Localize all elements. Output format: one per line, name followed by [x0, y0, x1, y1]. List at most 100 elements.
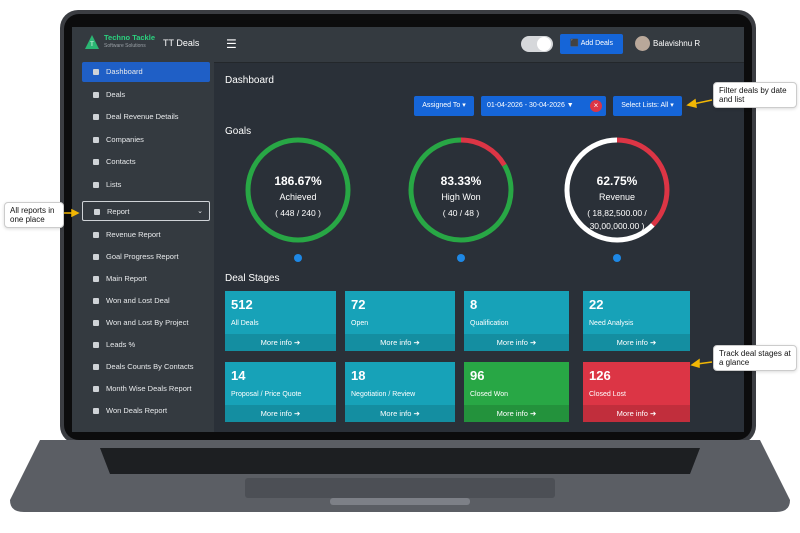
goal-progress-arc — [245, 137, 351, 243]
goal-detail: ( 40 / 48 ) — [442, 208, 480, 218]
clear-date[interactable]: × — [590, 100, 602, 112]
stage-count: 8 — [470, 297, 478, 312]
stage-name: Closed Lost — [589, 391, 626, 398]
goal-name: Revenue — [598, 192, 636, 202]
callout: Filter deals by date and list — [713, 82, 797, 108]
screen: T Techno Tackle Software Solutions TT De… — [72, 27, 744, 432]
menu-item[interactable]: Won and Lost Deal — [82, 291, 210, 311]
stage-name: Need Analysis — [589, 320, 634, 327]
menu-item[interactable]: Dashboard — [82, 62, 210, 82]
more-info[interactable]: More info ➔ — [345, 405, 455, 422]
menu-item[interactable]: Won and Lost By Project — [82, 313, 210, 333]
more-info[interactable]: More info ➔ — [583, 334, 690, 351]
page-title: Dashboard — [225, 75, 274, 86]
add-deals-button[interactable]: ⬛ Add Deals — [560, 34, 623, 54]
goal-rings — [245, 137, 670, 262]
chevron: ⌄ — [197, 208, 203, 215]
stage-card: 512 All Deals More info ➔ — [225, 291, 336, 351]
avatar[interactable] — [635, 36, 650, 51]
user-name[interactable]: Balavishnu R — [653, 39, 701, 48]
menu-item[interactable]: Contacts — [82, 152, 210, 172]
info-icon — [294, 254, 302, 262]
stage-name: Proposal / Price Quote — [231, 391, 302, 398]
topbar: ☰ ⬛ Add Deals Balavishnu R — [214, 27, 744, 63]
more-info-label: More info — [616, 409, 648, 418]
info-icon — [457, 254, 465, 262]
brand: Techno Tackle — [104, 33, 155, 42]
brand-sub: Software Solutions — [104, 43, 146, 49]
stage-name: Open — [351, 320, 369, 327]
more-info-label: More info — [496, 409, 528, 418]
lists-label: Select Lists: All — [621, 102, 669, 109]
stages-title: Deal Stages — [225, 273, 280, 284]
callout: Track deal stages at a glance — [713, 345, 797, 371]
lists-filter[interactable]: Select Lists: All ▾ — [613, 96, 682, 116]
more-info[interactable]: More info ➔ — [464, 405, 569, 422]
menu-item[interactable]: Companies — [82, 130, 210, 150]
date-filter[interactable]: 01-04-2026 - 30-04-2026 ▼ × — [481, 96, 606, 116]
menu-item[interactable]: Revenue Report — [82, 225, 210, 245]
stage-count: 22 — [589, 297, 604, 312]
more-info-label: More info — [496, 338, 528, 347]
menu-item[interactable]: Deal Revenue Details — [82, 107, 210, 127]
toggle[interactable] — [521, 36, 553, 52]
stage-card: 126 Closed Lost More info ➔ — [583, 362, 690, 422]
stage-count: 126 — [589, 368, 611, 383]
callout: All reports in one place — [4, 202, 64, 228]
more-info[interactable]: More info ➔ — [225, 334, 336, 351]
goals-title: Goals — [225, 126, 252, 137]
stage-name: Qualification — [470, 320, 509, 327]
stage-card: 22 Need Analysis More info ➔ — [583, 291, 690, 351]
info-icon — [613, 254, 621, 262]
stage-card: 96 Closed Won More info ➔ — [464, 362, 569, 422]
stage-name: Closed Won — [470, 391, 509, 398]
app-name: TT Deals — [163, 38, 200, 48]
logo: T — [85, 35, 99, 49]
goal-name: High Won — [441, 192, 481, 202]
assigned-filter[interactable]: Assigned To ▾ — [414, 96, 474, 116]
stage-name: All Deals — [231, 320, 259, 327]
more-info-label: More info — [616, 338, 648, 347]
stage-card: 14 Proposal / Price Quote More info ➔ — [225, 362, 336, 422]
goal-remaining-arc — [564, 137, 670, 243]
stage-name: Negotiation / Review — [351, 391, 416, 398]
more-info[interactable]: More info ➔ — [225, 405, 336, 422]
goal-percent: 186.67% — [274, 174, 322, 188]
menu-item[interactable]: Lists — [82, 175, 210, 195]
date-label: 01-04-2026 - 30-04-2026 — [487, 102, 565, 109]
more-info[interactable]: More info ➔ — [464, 334, 569, 351]
stage-count: 14 — [231, 368, 246, 383]
menu-item[interactable]: Leads % — [82, 335, 210, 355]
svg-text:T: T — [90, 42, 94, 48]
menu-item[interactable]: Won Deals Report — [82, 401, 210, 421]
menu-item[interactable]: Month Wise Deals Report — [82, 379, 210, 399]
more-info[interactable]: More info ➔ — [583, 405, 690, 422]
stage-count: 72 — [351, 297, 366, 312]
goal-detail: ( 18,82,500.00 / 30,00,000.00 ) — [587, 208, 647, 231]
hamburger[interactable]: ☰ — [226, 37, 237, 51]
stage-card: 8 Qualification More info ➔ — [464, 291, 569, 351]
menu-item[interactable]: Deals — [82, 85, 210, 105]
more-info[interactable]: More info ➔ — [345, 334, 455, 351]
sidebar: T Techno Tackle Software Solutions TT De… — [72, 27, 214, 432]
goal-percent: 62.75% — [596, 174, 638, 188]
stage-card: 18 Negotiation / Review More info ➔ — [345, 362, 455, 422]
goal-percent: 83.33% — [440, 174, 482, 188]
more-info-label: More info — [260, 409, 292, 418]
goal-name: Achieved — [279, 192, 317, 202]
goal-detail: ( 448 / 240 ) — [275, 208, 321, 218]
stage-count: 512 — [231, 297, 253, 312]
menu-item[interactable]: Deals Counts By Contacts — [82, 357, 210, 377]
more-info-label: More info — [380, 409, 412, 418]
stage-count: 18 — [351, 368, 366, 383]
menu-item[interactable]: Goal Progress Report — [82, 247, 210, 267]
menu-item[interactable]: Main Report — [82, 269, 210, 289]
add-deals-label: Add Deals — [580, 40, 613, 47]
stage-count: 96 — [470, 368, 485, 383]
report-menu[interactable]: Report ⌄ — [82, 201, 210, 221]
assigned-label: Assigned To — [422, 102, 461, 109]
goal-remaining-arc — [408, 137, 514, 243]
stage-card: 72 Open More info ➔ — [345, 291, 455, 351]
more-info-label: More info — [380, 338, 412, 347]
